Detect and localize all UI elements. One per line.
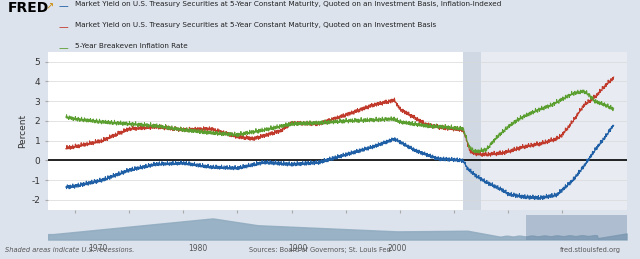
Text: FRED: FRED [8, 1, 49, 15]
Bar [477, 52, 627, 210]
Bar [525, 215, 627, 240]
Text: fred.stlouisfed.org: fred.stlouisfed.org [560, 247, 621, 253]
Text: 5-Year Breakeven Inflation Rate: 5-Year Breakeven Inflation Rate [75, 43, 188, 49]
Text: ↗: ↗ [46, 1, 54, 11]
Text: —: — [59, 43, 68, 53]
Bar [463, 52, 481, 210]
Y-axis label: Percent: Percent [18, 114, 27, 148]
Text: —: — [59, 22, 68, 32]
Text: —: — [59, 1, 68, 11]
Text: Market Yield on U.S. Treasury Securities at 5-Year Constant Maturity, Quoted on : Market Yield on U.S. Treasury Securities… [75, 22, 436, 28]
Text: Market Yield on U.S. Treasury Securities at 5-Year Constant Maturity, Quoted on : Market Yield on U.S. Treasury Securities… [75, 1, 501, 7]
Text: Shaded areas indicate U.S. recessions.: Shaded areas indicate U.S. recessions. [5, 247, 134, 253]
Text: Sources: Board of Governors; St. Louis Fed: Sources: Board of Governors; St. Louis F… [249, 247, 391, 253]
